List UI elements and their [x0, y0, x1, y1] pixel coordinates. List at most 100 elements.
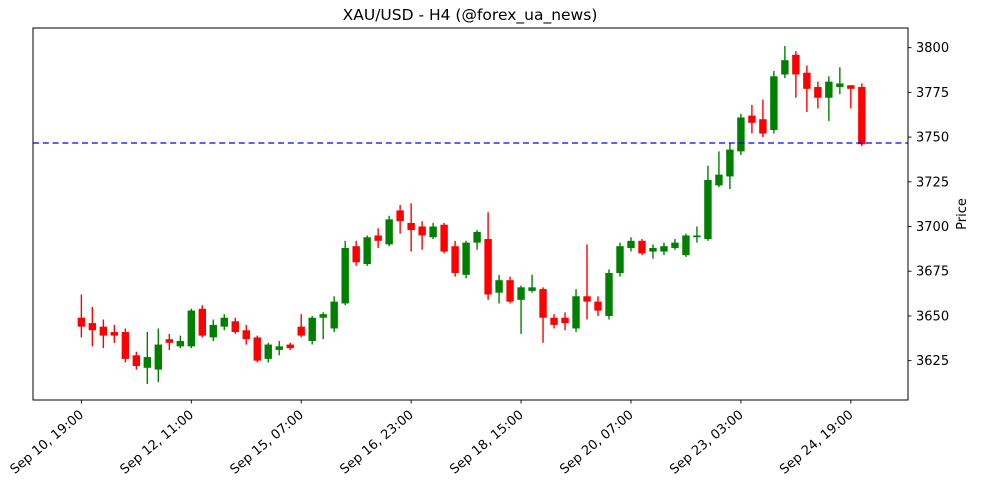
candle-body	[451, 246, 459, 274]
candle-body	[484, 239, 492, 295]
candle	[506, 276, 514, 304]
candle-body	[517, 287, 525, 300]
candle-body	[363, 237, 371, 265]
candle	[132, 351, 141, 370]
candle-body	[99, 326, 108, 336]
candle-body	[792, 54, 800, 75]
candle	[550, 314, 558, 329]
plot-area: 3625 3650 3675 3700 3725 3750 3775 3800 Price Sep…	[8, 27, 970, 478]
candle	[803, 65, 811, 113]
candle-body	[341, 247, 349, 304]
candle	[792, 51, 800, 98]
candle	[308, 315, 316, 345]
candle-body	[803, 72, 811, 89]
candle-body	[407, 222, 415, 231]
candle-body	[176, 340, 184, 347]
candle	[187, 308, 195, 349]
candle-body	[418, 226, 426, 236]
candle	[462, 240, 470, 279]
candle-body	[220, 317, 228, 327]
candle-body	[847, 85, 855, 89]
candle-body	[308, 317, 316, 341]
candle	[539, 287, 547, 343]
candle-body	[440, 224, 448, 252]
y-tick-label: 3800	[916, 41, 949, 56]
candle	[638, 239, 646, 256]
candle	[341, 240, 349, 306]
candle-body	[528, 287, 536, 291]
candle-body	[583, 296, 591, 302]
candle	[363, 235, 371, 266]
candle-body	[143, 357, 152, 368]
candle	[682, 233, 690, 257]
candle-body	[638, 240, 646, 254]
candle-body	[627, 240, 635, 248]
candle	[770, 70, 778, 134]
candle-body	[506, 280, 514, 302]
candle-body	[649, 247, 657, 252]
candle	[121, 328, 130, 363]
x-tick-label: Sep 24, 19:00	[777, 408, 856, 478]
candle-body	[297, 326, 305, 336]
candle	[484, 212, 492, 300]
candle	[649, 244, 657, 259]
candle	[627, 237, 635, 252]
x-tick-label: Sep 16, 23:00	[337, 408, 416, 478]
y-tick-label: 3700	[916, 220, 949, 235]
candle	[231, 317, 239, 334]
candle-body	[396, 210, 404, 222]
candle-body	[550, 317, 558, 325]
candle-body	[330, 301, 338, 329]
candle-body	[693, 235, 701, 238]
candle	[77, 294, 86, 338]
candle	[528, 274, 536, 293]
candle	[352, 240, 360, 266]
candle-body	[165, 339, 174, 343]
candle-body	[781, 60, 789, 75]
candle-body	[286, 344, 294, 349]
candle	[825, 76, 833, 121]
candle-body	[825, 81, 833, 98]
candle	[242, 324, 250, 345]
y-tick-label: 3675	[916, 265, 949, 280]
x-tick-label: Sep 15, 07:00	[228, 408, 307, 478]
y-tick-label: 3775	[916, 86, 949, 101]
candle-body	[594, 301, 602, 311]
candle	[561, 312, 569, 331]
candle-body	[462, 242, 470, 275]
candle	[814, 81, 822, 109]
candle	[88, 307, 97, 347]
candle	[473, 230, 481, 250]
candle	[253, 335, 261, 363]
candle	[517, 285, 525, 334]
candle	[660, 242, 668, 256]
candle	[396, 205, 404, 234]
candle	[781, 45, 789, 79]
candle-body	[154, 344, 163, 370]
candle-body	[385, 219, 393, 245]
y-tick-label: 3725	[916, 175, 949, 190]
candle	[418, 221, 426, 250]
candle-body	[231, 321, 239, 333]
candle-body	[770, 76, 778, 130]
candle-body	[704, 180, 712, 240]
candle	[748, 104, 756, 134]
x-tick-label: Sep 20, 07:00	[557, 408, 636, 478]
candle-body	[814, 87, 822, 98]
x-tick-label: Sep 18, 15:00	[447, 408, 526, 478]
candle-body	[374, 235, 382, 241]
candle	[605, 269, 613, 320]
candle-body	[682, 235, 690, 256]
candle-body	[660, 246, 668, 252]
candle	[572, 289, 580, 333]
candle-body	[132, 355, 141, 367]
candle-body	[671, 242, 679, 248]
candle-body	[209, 324, 217, 338]
candle-body	[539, 289, 547, 318]
candle-body	[748, 115, 756, 123]
plot-frame	[32, 27, 909, 401]
candle-body	[352, 246, 360, 263]
candle	[110, 324, 119, 343]
candle	[209, 319, 217, 341]
